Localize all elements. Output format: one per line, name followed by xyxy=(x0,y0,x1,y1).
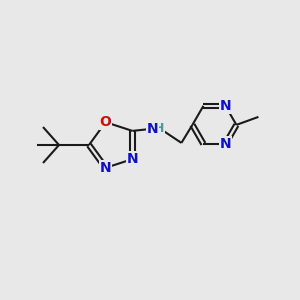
Text: N: N xyxy=(127,152,138,166)
Text: N: N xyxy=(220,99,231,113)
Text: N: N xyxy=(220,137,231,151)
Text: O: O xyxy=(100,115,112,129)
Text: N: N xyxy=(100,161,111,175)
Text: H: H xyxy=(154,122,165,135)
Text: N: N xyxy=(147,122,158,136)
